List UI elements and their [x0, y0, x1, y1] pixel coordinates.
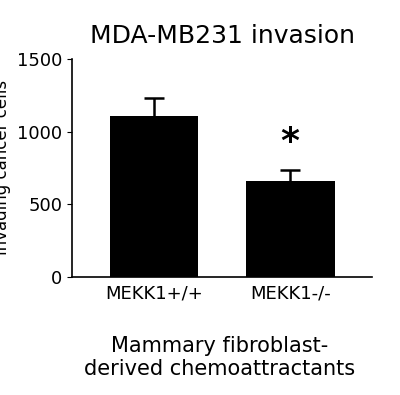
- Title: MDA-MB231 invasion: MDA-MB231 invasion: [90, 24, 354, 47]
- Bar: [246, 181, 334, 276]
- Y-axis label: invading cancer cells: invading cancer cells: [0, 80, 11, 256]
- Text: *: *: [281, 125, 300, 159]
- Bar: [110, 116, 198, 276]
- Text: Mammary fibroblast-
derived chemoattractants: Mammary fibroblast- derived chemoattract…: [84, 336, 356, 379]
